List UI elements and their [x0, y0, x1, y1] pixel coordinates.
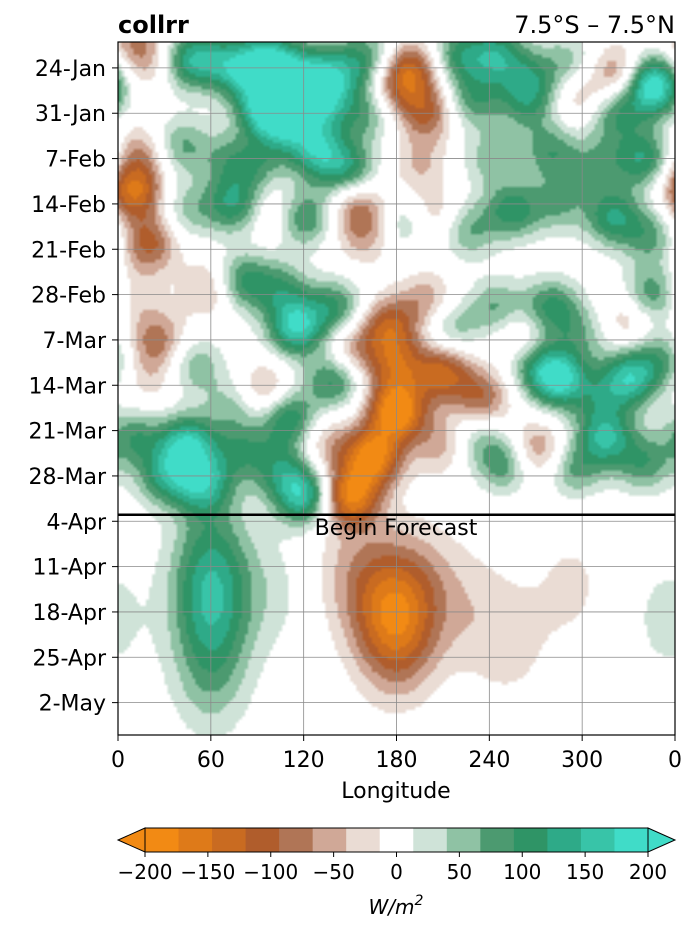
- colorbar-unit: W/m: [369, 895, 415, 919]
- x-tick-label: 120: [283, 748, 325, 773]
- y-tick-label: 18-Apr: [32, 601, 106, 626]
- colorbar-tick-label: −100: [243, 860, 298, 884]
- region-subtitle: 7.5°S – 7.5°N: [514, 11, 675, 39]
- x-tick-label: 0: [111, 748, 125, 773]
- colorbar-swatch: [346, 828, 381, 852]
- colorbar-swatch: [513, 828, 548, 852]
- colorbar-swatch: [413, 828, 448, 852]
- colorbar-tick-label: 0: [390, 860, 403, 884]
- x-tick-label: 180: [376, 748, 418, 773]
- colorbar-swatch: [614, 828, 649, 852]
- colorbar-swatch: [312, 828, 347, 852]
- y-tick-label: 28-Feb: [31, 284, 106, 309]
- plot-area: [118, 42, 675, 735]
- colorbar-swatch: [145, 828, 180, 852]
- chart-title: collrr: [118, 11, 189, 39]
- y-tick-label: 24-Jan: [35, 57, 106, 82]
- x-axis-ticks: 0 60 120 180 240 300 0: [111, 735, 682, 773]
- y-tick-label: 7-Mar: [43, 329, 107, 354]
- y-tick-label: 21-Mar: [29, 420, 107, 445]
- y-tick-label: 7-Feb: [45, 148, 106, 173]
- x-tick-label: 240: [468, 748, 510, 773]
- colorbar-tick-label: 200: [629, 860, 667, 884]
- colorbar-unit-exponent: 2: [415, 893, 424, 909]
- y-tick-label: 31-Jan: [35, 102, 106, 127]
- colorbar-unit-label: W/m2: [369, 893, 424, 919]
- colorbar: −200 −150 −100 −50 0 50 100 150 200: [116, 827, 677, 884]
- x-tick-label: 60: [197, 748, 225, 773]
- colorbar-swatch: [379, 828, 414, 852]
- y-tick-label: 14-Mar: [29, 374, 107, 399]
- x-axis-label: Longitude: [341, 779, 450, 804]
- colorbar-swatch: [547, 828, 582, 852]
- y-tick-label: 4-Apr: [46, 510, 106, 535]
- y-tick-label: 25-Apr: [32, 646, 106, 671]
- x-tick-label: 0: [668, 748, 682, 773]
- colorbar-tick-label: 150: [566, 860, 604, 884]
- colorbar-tick-label: 50: [447, 860, 472, 884]
- colorbar-swatch: [178, 828, 213, 852]
- colorbar-swatch: [446, 828, 481, 852]
- x-tick-label: 300: [561, 748, 603, 773]
- y-tick-label: 21-Feb: [31, 238, 106, 263]
- y-axis-ticks: 24-Jan 31-Jan 7-Feb 14-Feb 21-Feb 28-Feb 7-Mar…: [29, 57, 118, 717]
- colorbar-swatch: [480, 828, 515, 852]
- colorbar-extend-high: [647, 827, 677, 853]
- colorbar-swatch: [580, 828, 615, 852]
- colorbar-extend-low: [116, 827, 146, 853]
- y-tick-label: 28-Mar: [29, 465, 107, 490]
- colorbar-tick-label: 100: [503, 860, 541, 884]
- colorbar-tick-label: −150: [180, 860, 235, 884]
- colorbar-swatch: [279, 828, 314, 852]
- begin-forecast-label: Begin Forecast: [315, 516, 478, 541]
- y-tick-label: 2-May: [39, 692, 106, 717]
- grid-lines: [118, 42, 675, 735]
- colorbar-tick-label: −50: [313, 860, 355, 884]
- y-tick-label: 11-Apr: [32, 556, 106, 581]
- colorbar-swatch: [212, 828, 247, 852]
- colorbar-swatch: [245, 828, 280, 852]
- colorbar-tick-label: −200: [118, 860, 173, 884]
- y-tick-label: 14-Feb: [31, 193, 106, 218]
